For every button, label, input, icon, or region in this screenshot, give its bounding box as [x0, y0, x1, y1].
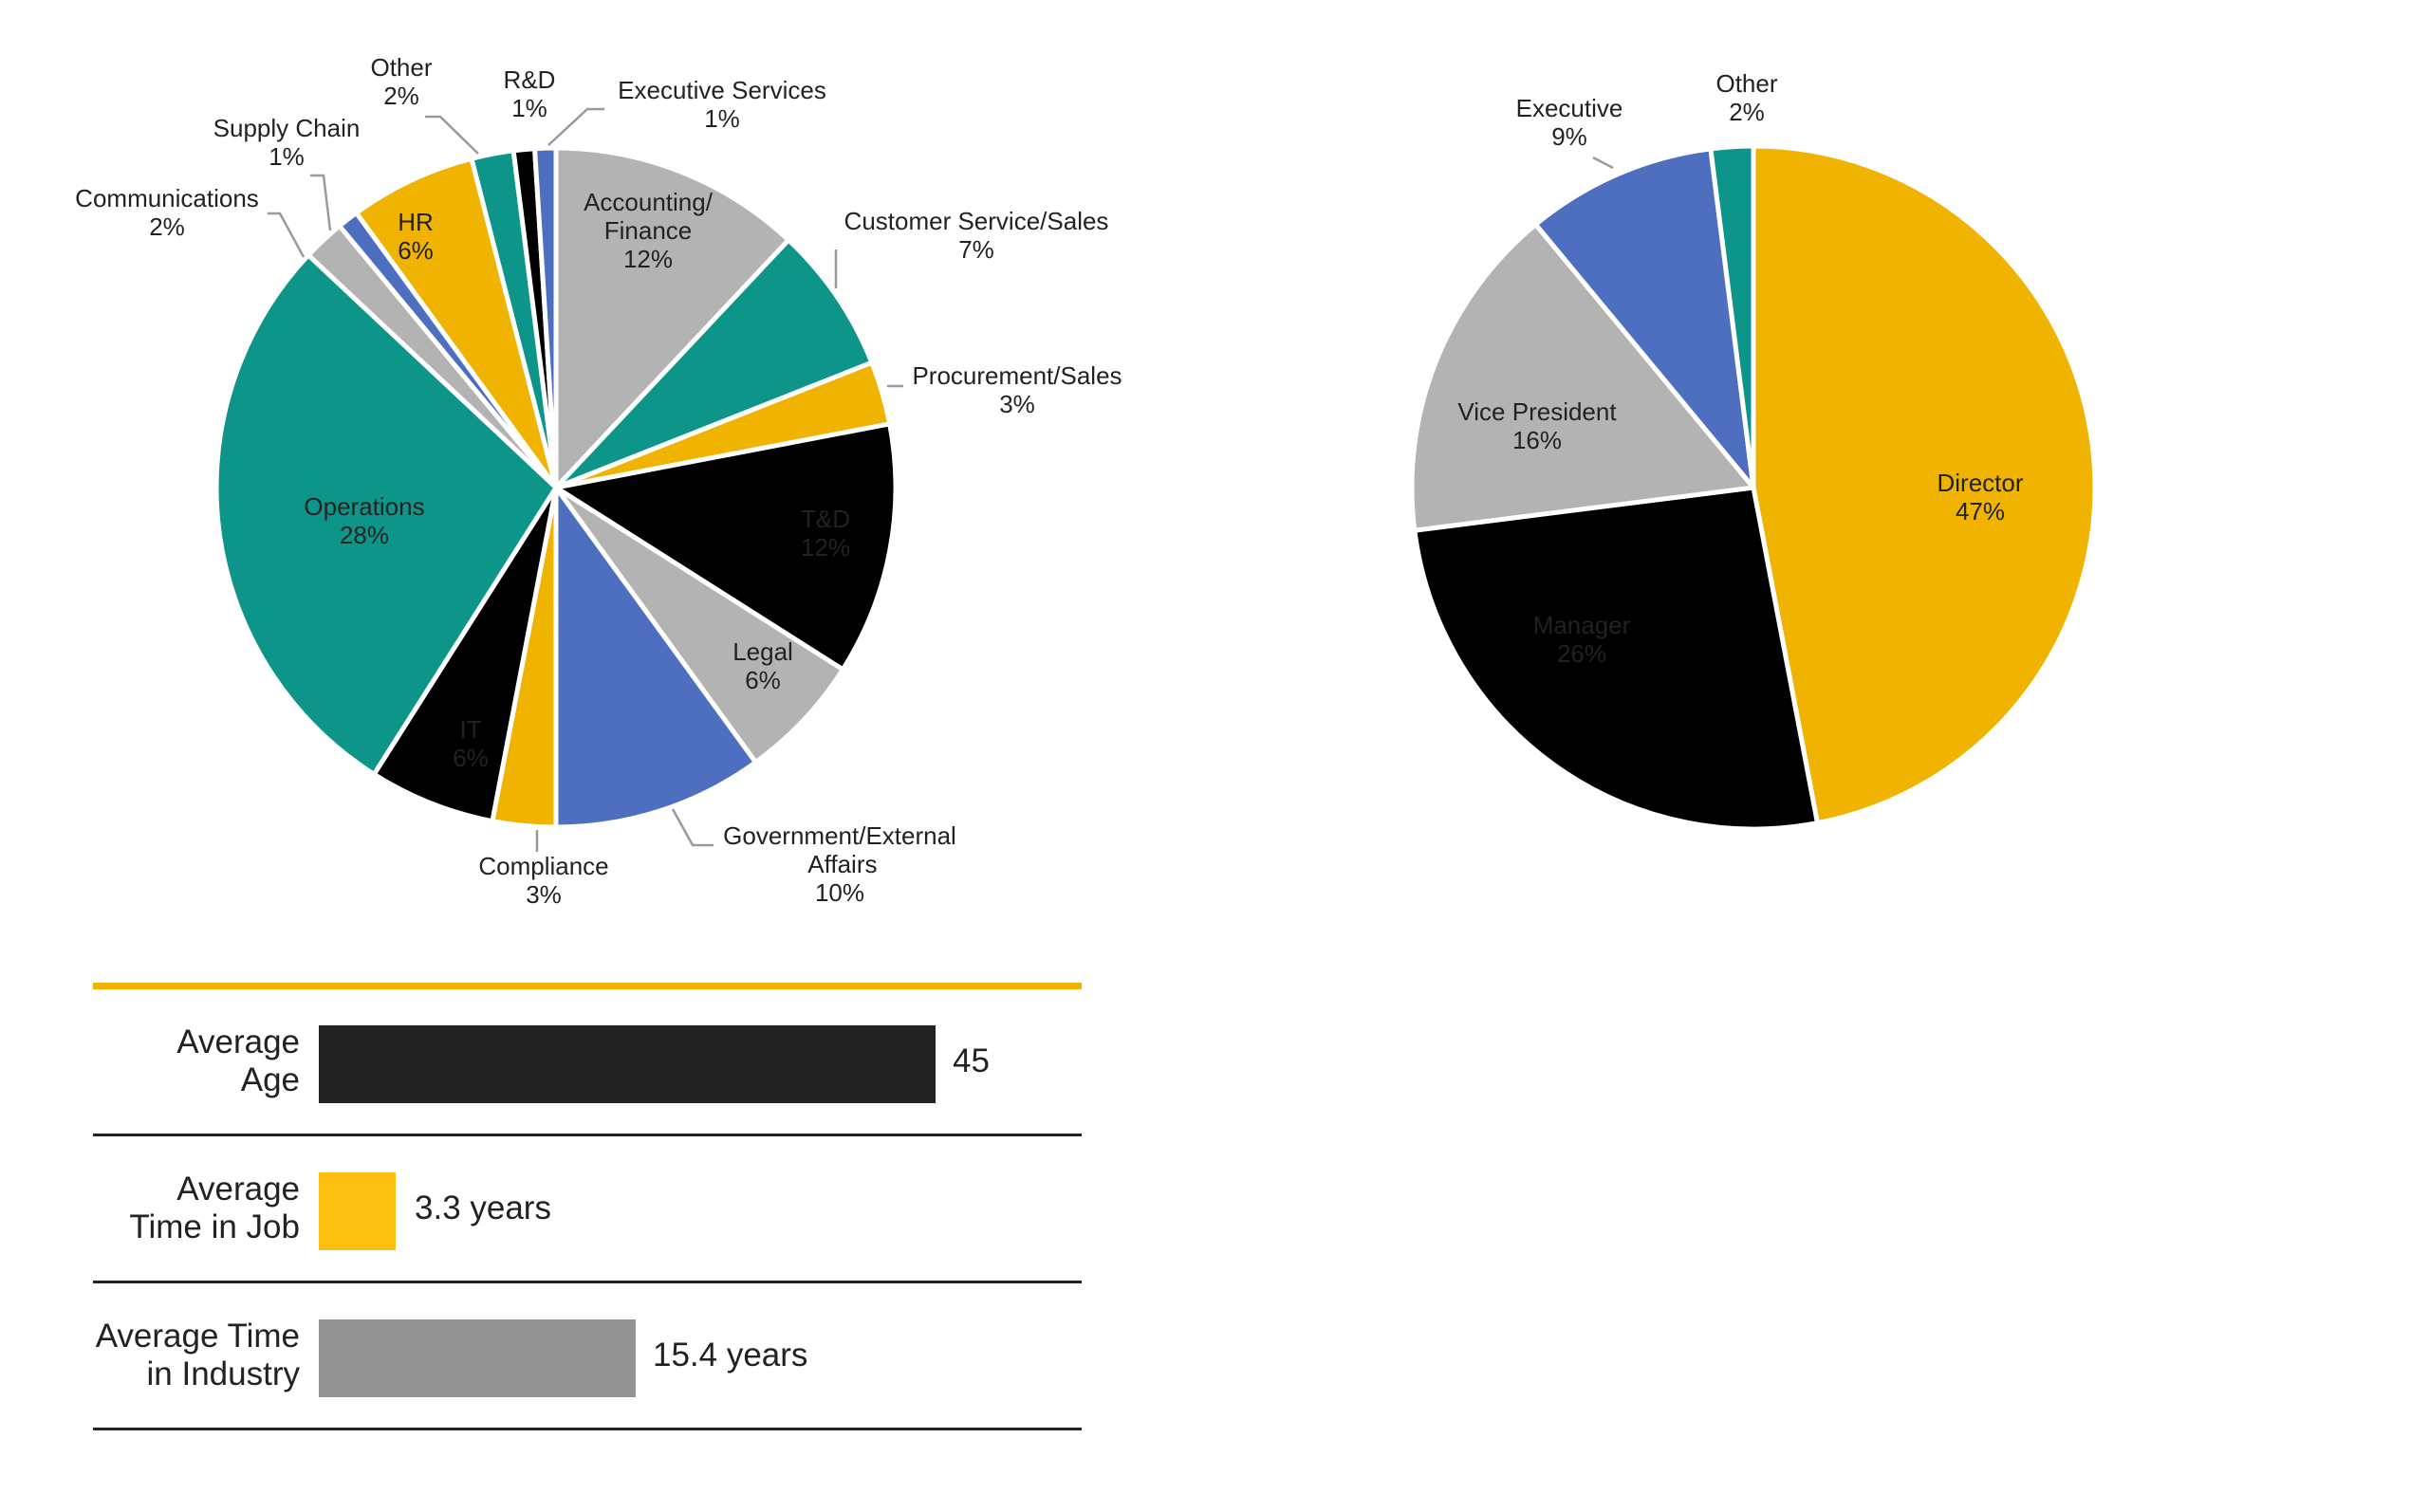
slice-label-t-d: T&D 12%: [801, 505, 850, 562]
pie-slice-executive: [1533, 146, 1756, 490]
slice-label-r-d: R&D 1%: [504, 65, 556, 122]
bar-category-label: Average Time in Industry: [95, 1318, 300, 1392]
slice-label-government-external-affairs: Government/External Affairs 10%: [723, 821, 956, 907]
slice-label-other: Other 2%: [1715, 69, 1777, 126]
bar-average-time-in-industry: [319, 1319, 636, 1397]
bar-category-label: Average Time in Job: [129, 1171, 300, 1245]
pie-slice-executive-services: [532, 145, 559, 490]
bar-average-time-in-job: [319, 1172, 396, 1250]
leader-line: [310, 174, 332, 231]
slice-label-manager: Manager 26%: [1533, 611, 1631, 668]
leader-line: [425, 115, 479, 155]
slice-label-customer-service-sales: Customer Service/Sales 7%: [844, 207, 1109, 264]
pie-slice-manager: [1412, 485, 1820, 832]
pie-slice-t-d: [553, 421, 899, 673]
bar-value-label: 45: [953, 1042, 990, 1079]
slice-label-executive-services: Executive Services 1%: [618, 76, 826, 133]
pie-slice-director: [1751, 143, 2098, 826]
slice-label-hr: HR 6%: [398, 208, 434, 265]
leader-line: [1592, 156, 1614, 170]
slice-label-director: Director 47%: [1937, 469, 2023, 526]
slice-label-legal: Legal 6%: [732, 637, 793, 694]
pie-slice-government-external-affairs: [553, 485, 758, 830]
slice-label-accounting-finance: Accounting/Finance 12%: [584, 188, 714, 273]
pie-slice-it: [371, 485, 559, 824]
bar-category-label: Average Age: [176, 1023, 300, 1098]
leader-line: [268, 212, 306, 258]
pie-slice-operations: [213, 252, 559, 777]
bar-row-time-in-industry: Average Time in Industry 15.4 years: [93, 1283, 1082, 1430]
slice-label-procurement-sales: Procurement/Sales 3%: [912, 361, 1122, 418]
bar-row-age: Average Age 45: [93, 989, 1082, 1136]
pie-slice-vice-president: [1409, 222, 1756, 533]
slice-label-compliance: Compliance 3%: [478, 852, 608, 909]
slice-label-supply-chain: Supply Chain 1%: [213, 114, 361, 171]
slice-label-communications: Communications 2%: [75, 184, 259, 241]
bar-value-label: 15.4 years: [653, 1337, 808, 1374]
pie-slice-other: [1708, 143, 1756, 490]
pie-slice-customer-service-sales: [553, 237, 875, 490]
bar-row-time-in-job: Average Time in Job 3.3 years: [93, 1136, 1082, 1283]
bar-value-label: 3.3 years: [415, 1189, 551, 1226]
slice-label-other: Other 2%: [370, 53, 432, 110]
bar-average-age: [319, 1025, 936, 1103]
slice-label-it: IT 6%: [453, 715, 489, 772]
slice-label-executive: Executive 9%: [1516, 94, 1623, 151]
leader-line: [671, 808, 714, 847]
pie-slice-accounting-finance: [553, 145, 791, 490]
averages-bar-chart: Average Age 45 Average Time in Job 3.3 y…: [93, 983, 1082, 1430]
slice-label-operations: Operations 28%: [304, 492, 424, 549]
leader-line: [547, 107, 604, 146]
pie-slice-hr: [354, 156, 559, 490]
pie-slice-legal: [553, 485, 845, 765]
accent-rule: [93, 983, 1082, 989]
pie-chart-2: Director 47% Manager 26% Vice President 16% Ex…: [1409, 69, 2098, 832]
pie-chart-1: Accounting/Finance 12% Customer Service/Sa…: [75, 53, 1122, 909]
slice-label-vice-president: Vice President 16%: [1457, 397, 1617, 454]
